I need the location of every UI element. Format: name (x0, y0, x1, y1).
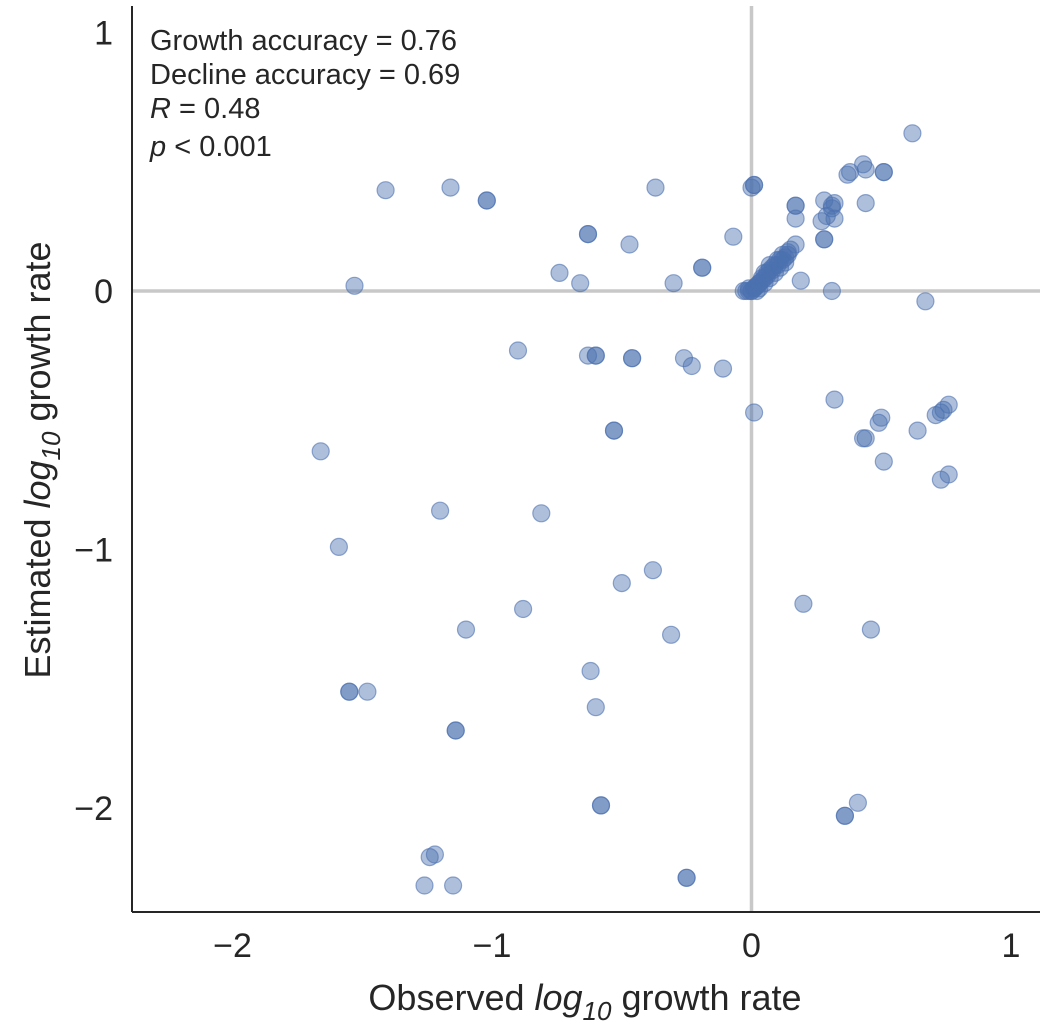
data-point (581, 661, 600, 681)
data-point (734, 281, 753, 301)
data-point (513, 599, 533, 619)
data-point (939, 465, 958, 484)
data-point (744, 403, 764, 422)
data-point (682, 356, 701, 376)
data-point (747, 281, 766, 301)
data-point (578, 346, 598, 365)
data-point (835, 806, 855, 825)
data-point (340, 682, 359, 701)
data-point (661, 625, 681, 644)
x-tick-label: −1 (473, 927, 512, 965)
data-point (664, 274, 683, 293)
data-point (825, 390, 844, 409)
data-point (376, 181, 395, 200)
data-point (861, 620, 881, 639)
data-point (794, 594, 813, 613)
data-point (744, 175, 764, 195)
y-tick-label: −1 (74, 532, 113, 570)
data-point (874, 163, 893, 182)
x-tick-label: 0 (742, 927, 761, 965)
data-point (622, 349, 642, 368)
data-point (791, 271, 810, 290)
data-point (874, 452, 893, 471)
data-point (604, 421, 624, 440)
data-point (742, 178, 761, 197)
data-point (856, 160, 875, 179)
data-point (358, 682, 377, 701)
data-point (446, 721, 465, 740)
data-point (939, 395, 958, 414)
data-point (431, 501, 450, 520)
y-tick-label: −2 (74, 790, 113, 828)
data-point (934, 400, 953, 419)
data-point (872, 408, 891, 427)
data-point (724, 227, 743, 246)
data-point (869, 413, 888, 432)
x-axis-label: Observed log10 growth rate (368, 977, 801, 1025)
data-point (532, 504, 551, 523)
data-point (838, 165, 857, 184)
data-point (822, 281, 842, 301)
data-point (420, 847, 439, 867)
data-point (444, 876, 463, 895)
decline-accuracy-text: Decline accuracy = 0.69 (150, 59, 460, 91)
data-point (812, 212, 831, 231)
y-tick-labels: −2 −1 0 1 (74, 15, 113, 829)
data-point (786, 196, 805, 215)
data-point (586, 346, 605, 365)
y-tick-label: 0 (94, 273, 113, 311)
data-point (477, 191, 496, 210)
data-point (778, 243, 797, 262)
x-tick-label: 1 (1002, 927, 1021, 965)
stats-annotation: Growth accuracy = 0.76 Decline accuracy … (149, 25, 460, 163)
data-point (840, 163, 860, 182)
growth-accuracy-text: Growth accuracy = 0.76 (150, 25, 457, 57)
data-point (931, 403, 951, 422)
axes (131, 6, 1040, 913)
data-point (848, 793, 868, 812)
data-point (825, 194, 844, 213)
data-point (612, 573, 631, 593)
data-point (508, 341, 528, 360)
data-point (677, 868, 696, 887)
data-point (329, 537, 348, 557)
data-point (908, 421, 927, 440)
data-point (415, 876, 434, 895)
data-point (822, 199, 842, 218)
data-point (571, 274, 590, 293)
data-point (903, 124, 922, 143)
data-point (591, 796, 611, 815)
data-point (773, 245, 792, 264)
data-point (674, 349, 694, 368)
data-point (550, 263, 569, 282)
data-point (578, 225, 598, 244)
data-point (856, 194, 875, 213)
data-point (345, 276, 364, 295)
data-point (786, 209, 805, 228)
x-tick-labels: −2 −1 0 1 (213, 927, 1020, 965)
data-point (856, 429, 875, 448)
data-point (916, 292, 935, 311)
data-point (693, 258, 712, 277)
y-axis-label: Estimated log10 growth rate (17, 241, 66, 678)
data-point (646, 178, 665, 197)
reference-lines (132, 6, 1040, 912)
data-point (713, 359, 733, 378)
p-value-text: p < 0.001 (149, 131, 272, 163)
data-point (441, 178, 460, 197)
data-point (311, 442, 330, 461)
data-point (586, 698, 605, 717)
y-tick-label: 1 (94, 15, 113, 53)
data-point (815, 230, 834, 249)
data-point (620, 235, 639, 254)
data-point (456, 620, 476, 639)
r-value-text: R = 0.48 (150, 93, 260, 125)
data-points (311, 124, 958, 895)
data-point (425, 845, 444, 864)
x-tick-label: −2 (213, 927, 252, 965)
data-point (643, 561, 663, 580)
